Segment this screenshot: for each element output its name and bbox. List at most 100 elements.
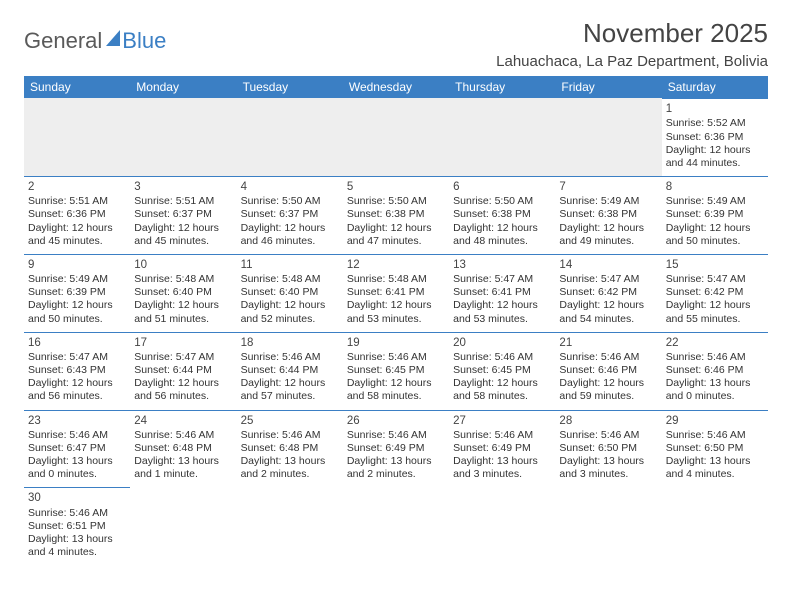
day-sunset: Sunset: 6:49 PM: [347, 442, 445, 455]
day-daylight: Daylight: 13 hours and 3 minutes.: [559, 455, 657, 481]
day-number: 27: [453, 414, 551, 428]
logo-text-2: Blue: [122, 28, 166, 54]
calendar-blank-cell: [24, 98, 130, 176]
day-header: Saturday: [662, 76, 768, 98]
day-sunrise: Sunrise: 5:47 AM: [559, 273, 657, 286]
day-sunrise: Sunrise: 5:47 AM: [134, 351, 232, 364]
logo-text-1: General: [24, 28, 102, 54]
day-daylight: Daylight: 13 hours and 2 minutes.: [241, 455, 339, 481]
calendar-day-cell: 25Sunrise: 5:46 AMSunset: 6:48 PMDayligh…: [237, 410, 343, 488]
day-daylight: Daylight: 12 hours and 50 minutes.: [666, 222, 764, 248]
calendar-day-cell: 27Sunrise: 5:46 AMSunset: 6:49 PMDayligh…: [449, 410, 555, 488]
day-sunset: Sunset: 6:44 PM: [134, 364, 232, 377]
calendar-day-cell: 6Sunrise: 5:50 AMSunset: 6:38 PMDaylight…: [449, 176, 555, 254]
calendar-day-cell: 1Sunrise: 5:52 AMSunset: 6:36 PMDaylight…: [662, 98, 768, 176]
day-sunrise: Sunrise: 5:46 AM: [241, 351, 339, 364]
day-sunrise: Sunrise: 5:50 AM: [347, 195, 445, 208]
page-header: General Blue November 2025 Lahuachaca, L…: [24, 18, 768, 70]
calendar-day-cell: 2Sunrise: 5:51 AMSunset: 6:36 PMDaylight…: [24, 176, 130, 254]
day-sunrise: Sunrise: 5:48 AM: [241, 273, 339, 286]
day-number: 20: [453, 336, 551, 350]
day-number: 14: [559, 258, 657, 272]
day-sunrise: Sunrise: 5:47 AM: [666, 273, 764, 286]
day-sunrise: Sunrise: 5:48 AM: [347, 273, 445, 286]
calendar-day-cell: 29Sunrise: 5:46 AMSunset: 6:50 PMDayligh…: [662, 410, 768, 488]
day-number: 21: [559, 336, 657, 350]
day-header: Thursday: [449, 76, 555, 98]
day-number: 23: [28, 414, 126, 428]
calendar-day-cell: 26Sunrise: 5:46 AMSunset: 6:49 PMDayligh…: [343, 410, 449, 488]
day-sunrise: Sunrise: 5:52 AM: [666, 117, 764, 130]
day-number: 16: [28, 336, 126, 350]
day-number: 15: [666, 258, 764, 272]
day-daylight: Daylight: 12 hours and 56 minutes.: [134, 377, 232, 403]
day-number: 4: [241, 180, 339, 194]
calendar-header-row: Sunday Monday Tuesday Wednesday Thursday…: [24, 76, 768, 98]
day-sunset: Sunset: 6:48 PM: [134, 442, 232, 455]
day-sunset: Sunset: 6:38 PM: [559, 208, 657, 221]
calendar-day-cell: 11Sunrise: 5:48 AMSunset: 6:40 PMDayligh…: [237, 254, 343, 332]
calendar-day-cell: 21Sunrise: 5:46 AMSunset: 6:46 PMDayligh…: [555, 332, 661, 410]
calendar-day-cell: 22Sunrise: 5:46 AMSunset: 6:46 PMDayligh…: [662, 332, 768, 410]
calendar-day-cell: 16Sunrise: 5:47 AMSunset: 6:43 PMDayligh…: [24, 332, 130, 410]
day-sunrise: Sunrise: 5:46 AM: [347, 351, 445, 364]
day-daylight: Daylight: 12 hours and 57 minutes.: [241, 377, 339, 403]
day-sunset: Sunset: 6:36 PM: [666, 131, 764, 144]
day-number: 7: [559, 180, 657, 194]
day-sunset: Sunset: 6:48 PM: [241, 442, 339, 455]
day-number: 8: [666, 180, 764, 194]
day-sunrise: Sunrise: 5:47 AM: [453, 273, 551, 286]
day-number: 3: [134, 180, 232, 194]
day-sunrise: Sunrise: 5:46 AM: [666, 351, 764, 364]
day-sunrise: Sunrise: 5:48 AM: [134, 273, 232, 286]
day-sunset: Sunset: 6:45 PM: [347, 364, 445, 377]
day-daylight: Daylight: 12 hours and 45 minutes.: [28, 222, 126, 248]
day-sunset: Sunset: 6:36 PM: [28, 208, 126, 221]
day-sunrise: Sunrise: 5:47 AM: [28, 351, 126, 364]
day-daylight: Daylight: 12 hours and 50 minutes.: [28, 299, 126, 325]
day-daylight: Daylight: 13 hours and 0 minutes.: [666, 377, 764, 403]
day-sunrise: Sunrise: 5:46 AM: [559, 429, 657, 442]
month-title: November 2025: [496, 18, 768, 49]
calendar-day-cell: 14Sunrise: 5:47 AMSunset: 6:42 PMDayligh…: [555, 254, 661, 332]
day-sunrise: Sunrise: 5:46 AM: [134, 429, 232, 442]
day-daylight: Daylight: 12 hours and 49 minutes.: [559, 222, 657, 248]
calendar-blank-cell: [449, 98, 555, 176]
calendar-day-cell: 17Sunrise: 5:47 AMSunset: 6:44 PMDayligh…: [130, 332, 236, 410]
calendar-day-cell: 24Sunrise: 5:46 AMSunset: 6:48 PMDayligh…: [130, 410, 236, 488]
day-sunset: Sunset: 6:40 PM: [134, 286, 232, 299]
day-number: 5: [347, 180, 445, 194]
day-header: Monday: [130, 76, 236, 98]
day-sunrise: Sunrise: 5:46 AM: [559, 351, 657, 364]
day-number: 6: [453, 180, 551, 194]
day-number: 13: [453, 258, 551, 272]
day-number: 25: [241, 414, 339, 428]
day-sunset: Sunset: 6:38 PM: [347, 208, 445, 221]
day-sunset: Sunset: 6:46 PM: [559, 364, 657, 377]
day-daylight: Daylight: 12 hours and 59 minutes.: [559, 377, 657, 403]
day-number: 12: [347, 258, 445, 272]
day-number: 17: [134, 336, 232, 350]
calendar-day-cell: 19Sunrise: 5:46 AMSunset: 6:45 PMDayligh…: [343, 332, 449, 410]
day-sunset: Sunset: 6:45 PM: [453, 364, 551, 377]
day-sunset: Sunset: 6:37 PM: [134, 208, 232, 221]
day-number: 24: [134, 414, 232, 428]
day-sunrise: Sunrise: 5:46 AM: [453, 351, 551, 364]
day-header: Wednesday: [343, 76, 449, 98]
day-daylight: Daylight: 12 hours and 56 minutes.: [28, 377, 126, 403]
calendar-day-cell: 12Sunrise: 5:48 AMSunset: 6:41 PMDayligh…: [343, 254, 449, 332]
day-number: 26: [347, 414, 445, 428]
calendar-day-cell: 30Sunrise: 5:46 AMSunset: 6:51 PMDayligh…: [24, 487, 130, 565]
day-daylight: Daylight: 12 hours and 53 minutes.: [347, 299, 445, 325]
day-number: 18: [241, 336, 339, 350]
day-sunrise: Sunrise: 5:49 AM: [559, 195, 657, 208]
calendar-day-cell: 9Sunrise: 5:49 AMSunset: 6:39 PMDaylight…: [24, 254, 130, 332]
day-sunrise: Sunrise: 5:51 AM: [28, 195, 126, 208]
calendar-day-cell: 3Sunrise: 5:51 AMSunset: 6:37 PMDaylight…: [130, 176, 236, 254]
calendar-day-cell: 28Sunrise: 5:46 AMSunset: 6:50 PMDayligh…: [555, 410, 661, 488]
day-daylight: Daylight: 12 hours and 58 minutes.: [347, 377, 445, 403]
day-header: Sunday: [24, 76, 130, 98]
day-daylight: Daylight: 12 hours and 51 minutes.: [134, 299, 232, 325]
day-sunrise: Sunrise: 5:51 AM: [134, 195, 232, 208]
day-daylight: Daylight: 12 hours and 52 minutes.: [241, 299, 339, 325]
